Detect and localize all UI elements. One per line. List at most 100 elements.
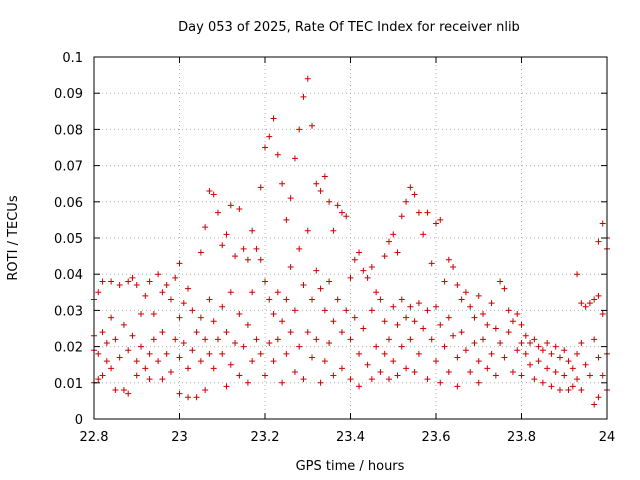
data-point xyxy=(309,354,316,361)
data-point xyxy=(343,307,350,314)
data-point xyxy=(99,329,106,336)
data-point xyxy=(381,253,388,260)
axis-ticks xyxy=(93,56,608,420)
data-point xyxy=(368,376,375,383)
data-point xyxy=(497,278,504,285)
data-point xyxy=(283,350,290,357)
data-point xyxy=(266,296,273,303)
x-tick-label: 23.6 xyxy=(422,430,451,445)
data-point xyxy=(437,216,444,223)
data-point xyxy=(556,354,563,361)
data-point xyxy=(539,379,546,386)
data-point xyxy=(368,307,375,314)
data-point xyxy=(385,336,392,343)
data-point xyxy=(206,350,213,357)
data-point xyxy=(95,350,102,357)
data-point xyxy=(527,361,534,368)
data-point xyxy=(420,325,427,332)
data-points xyxy=(91,75,610,408)
data-point xyxy=(279,318,286,325)
data-point xyxy=(313,336,320,343)
data-point xyxy=(407,184,414,191)
data-point xyxy=(360,267,367,274)
data-point xyxy=(202,387,209,394)
data-point xyxy=(497,339,504,346)
data-point xyxy=(270,311,277,318)
data-point xyxy=(505,329,512,336)
data-point xyxy=(390,358,397,365)
data-point xyxy=(197,249,204,256)
data-point xyxy=(321,307,328,314)
data-point xyxy=(445,368,452,375)
data-point xyxy=(424,307,431,314)
data-point xyxy=(420,231,427,238)
data-point xyxy=(304,75,311,82)
data-point xyxy=(569,365,576,372)
data-point xyxy=(552,343,559,350)
data-point xyxy=(522,332,529,339)
data-point xyxy=(197,358,204,365)
data-point xyxy=(565,358,572,365)
data-point xyxy=(138,311,145,318)
data-point xyxy=(518,321,525,328)
data-point xyxy=(193,394,200,401)
data-point xyxy=(99,372,106,379)
data-point xyxy=(120,387,127,394)
data-point xyxy=(445,256,452,263)
data-point xyxy=(262,144,268,151)
data-point xyxy=(214,336,221,343)
data-point xyxy=(291,307,298,314)
data-point xyxy=(244,321,251,328)
data-point xyxy=(249,358,256,365)
data-point xyxy=(462,289,469,296)
data-point xyxy=(390,231,397,238)
data-point xyxy=(108,314,115,321)
data-point xyxy=(116,354,123,361)
data-point xyxy=(484,365,491,372)
data-point xyxy=(189,307,196,314)
data-point xyxy=(535,343,542,350)
y-axis-tick-labels: 0 0.01 0.02 0.03 0.04 0.05 0.06 0.07 0.08 0.09 0.1 xyxy=(54,51,83,428)
data-point xyxy=(548,383,555,390)
data-point xyxy=(244,379,251,386)
data-point xyxy=(509,318,516,325)
y-tick-label: 0.04 xyxy=(54,268,83,283)
data-point xyxy=(206,296,213,303)
data-point xyxy=(317,187,324,194)
data-point xyxy=(595,292,602,299)
data-point xyxy=(330,372,337,379)
data-point xyxy=(531,336,538,343)
data-point xyxy=(296,343,303,350)
data-point xyxy=(313,180,320,187)
data-point xyxy=(338,209,345,216)
x-tick-label: 22.8 xyxy=(80,430,109,445)
data-point xyxy=(210,365,217,372)
data-point xyxy=(330,318,337,325)
data-point xyxy=(385,376,392,383)
data-point xyxy=(283,216,290,223)
data-point xyxy=(274,336,281,343)
data-point xyxy=(150,336,157,343)
data-point xyxy=(501,285,508,292)
data-point xyxy=(347,274,354,281)
data-point xyxy=(189,347,196,354)
data-point xyxy=(390,303,397,310)
data-point xyxy=(539,347,546,354)
y-tick-label: 0.02 xyxy=(54,341,83,356)
data-point xyxy=(146,350,153,357)
data-point xyxy=(197,314,204,321)
data-point xyxy=(317,379,324,386)
data-point xyxy=(403,198,410,205)
data-point xyxy=(133,282,140,289)
data-point xyxy=(394,321,401,328)
data-point xyxy=(176,260,183,267)
data-point xyxy=(108,278,115,285)
data-point xyxy=(531,376,538,383)
data-point xyxy=(424,376,431,383)
data-point xyxy=(338,329,345,336)
y-tick-label: 0.06 xyxy=(54,196,83,211)
data-point xyxy=(377,368,384,375)
data-point xyxy=(300,376,307,383)
data-point xyxy=(287,195,294,202)
